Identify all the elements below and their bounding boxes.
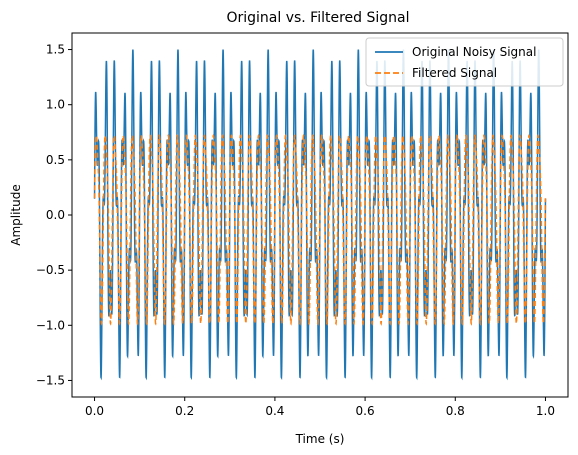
y-tick-label: 0.5	[46, 153, 65, 167]
x-tick-label: 0.6	[356, 404, 375, 418]
y-axis: −1.5 −1.0 −0.5 0.0 0.5 1.0 1.5	[36, 43, 72, 387]
legend-box	[365, 37, 564, 87]
series-line-filtered	[93, 134, 547, 326]
chart-title: Original vs. Filtered Signal	[226, 10, 409, 26]
x-tick-label: 1.0	[536, 404, 555, 418]
series-group	[93, 49, 547, 381]
y-tick-label: −0.5	[36, 263, 65, 277]
x-axis: 0.0 0.2 0.4 0.6 0.8 1.0	[85, 397, 555, 418]
legend: Original Noisy Signal Filtered Signal	[365, 37, 564, 87]
y-tick-label: −1.0	[36, 318, 65, 332]
series-line-original	[93, 49, 547, 381]
x-tick-label: 0.8	[446, 404, 465, 418]
x-tick-label: 0.4	[265, 404, 284, 418]
y-tick-label: 0.0	[46, 208, 65, 222]
x-tick-label: 0.0	[85, 404, 104, 418]
legend-label-original: Original Noisy Signal	[412, 45, 536, 59]
y-tick-label: −1.5	[36, 373, 65, 387]
x-axis-label: Time (s)	[295, 432, 345, 446]
legend-label-filtered: Filtered Signal	[412, 66, 497, 80]
y-tick-label: 1.5	[46, 43, 65, 57]
y-axis-label: Amplitude	[9, 184, 23, 246]
x-tick-label: 0.2	[175, 404, 194, 418]
y-tick-label: 1.0	[46, 98, 65, 112]
plot-area	[71, 32, 569, 398]
